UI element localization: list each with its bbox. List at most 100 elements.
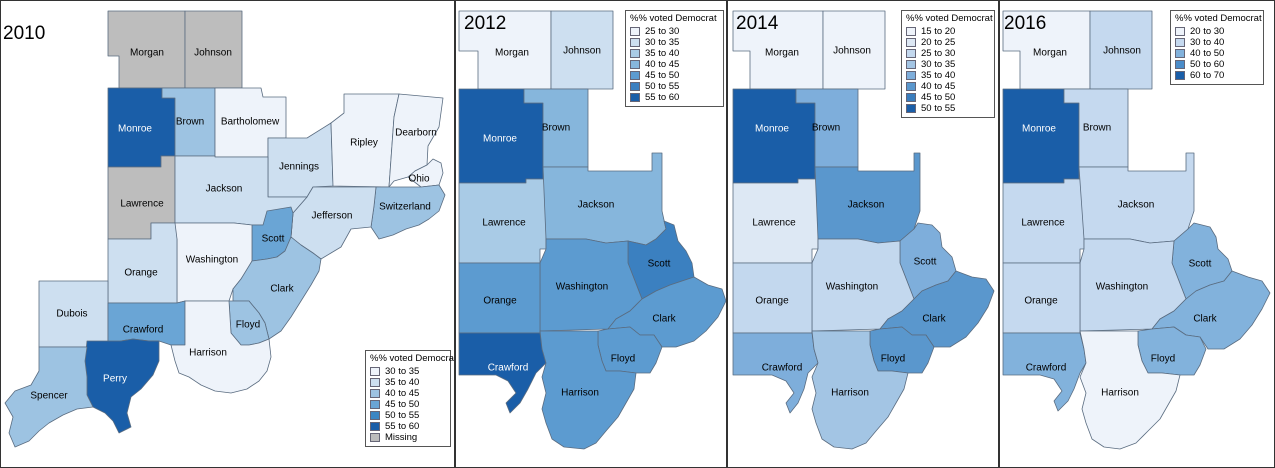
county-label-crawford: Crawford [123, 325, 164, 336]
legend-swatch [370, 400, 380, 409]
county-orange[interactable]: Orange [1002, 262, 1081, 334]
county-dubois[interactable]: Dubois [38, 280, 109, 348]
county-label-jackson: Jackson [848, 200, 885, 211]
county-perry[interactable]: Perry [84, 338, 160, 434]
legend-swatch [906, 93, 916, 102]
legend-item-label: 35 to 40 [385, 377, 420, 388]
county-harrison[interactable]: Harrison [539, 330, 637, 450]
county-label-orange: Orange [124, 268, 158, 279]
legend-2014: %% voted Democrat 15 to 20 20 to 25 25 t… [901, 10, 995, 118]
legend-swatch [370, 411, 380, 420]
county-lawrence[interactable]: Lawrence [732, 178, 819, 264]
county-label-jefferson: Jefferson [312, 211, 353, 222]
county-label-orange: Orange [755, 296, 789, 307]
county-label-clark: Clark [1193, 314, 1217, 325]
legend-item-label: 60 to 70 [1190, 70, 1225, 81]
county-crawford[interactable]: Crawford [1002, 332, 1087, 412]
county-ripley[interactable]: Ripley [330, 93, 400, 188]
county-label-lawrence: Lawrence [1021, 218, 1065, 229]
county-label-monroe: Monroe [118, 124, 152, 135]
county-johnson[interactable]: Johnson [550, 10, 614, 90]
county-jackson[interactable]: Jackson [542, 152, 667, 246]
legend-item: 25 to 30 [630, 26, 719, 37]
legend-item-label: 30 to 35 [921, 59, 956, 70]
county-label-jackson: Jackson [578, 200, 615, 211]
legend-item: 45 to 50 [370, 399, 446, 410]
county-label-clark: Clark [652, 314, 676, 325]
county-crawford[interactable]: Crawford [732, 332, 819, 414]
county-harrison[interactable]: Harrison [1079, 330, 1181, 450]
county-spencer[interactable]: Spencer [4, 346, 94, 448]
county-harrison[interactable]: Harrison [811, 330, 909, 450]
legend-item-label: 45 to 50 [645, 70, 680, 81]
county-monroe[interactable]: Monroe [107, 87, 176, 168]
legend-swatch [630, 93, 640, 102]
county-orange[interactable]: Orange [732, 262, 813, 334]
county-label-floyd: Floyd [1151, 354, 1175, 365]
legend-item-label: 30 to 35 [385, 366, 420, 377]
legend-item-label: 15 to 20 [921, 26, 956, 37]
county-label-morgan: Morgan [495, 48, 529, 59]
county-label-morgan: Morgan [765, 48, 799, 59]
legend-item-label: 45 to 50 [921, 92, 956, 103]
county-label-orange: Orange [483, 296, 517, 307]
county-label-bartholomew: Bartholomew [221, 117, 280, 128]
county-harrison[interactable]: Harrison [170, 300, 272, 394]
legend-title: %% voted Democrat [906, 13, 993, 24]
county-johnson[interactable]: Johnson [184, 10, 243, 89]
legend-swatch [1175, 71, 1185, 80]
legend-item-label: 20 to 30 [1190, 26, 1225, 37]
map-2012: Morgan Johnson Monroe Brown Lawrence Jac… [458, 10, 726, 450]
legend-item: 25 to 30 [906, 48, 990, 59]
legend-item-label: 55 to 60 [385, 421, 420, 432]
county-label-johnson: Johnson [833, 46, 871, 57]
county-label-morgan: Morgan [1033, 48, 1067, 59]
legend-item-label: 50 to 55 [645, 81, 680, 92]
legend-item: 35 to 40 [630, 48, 719, 59]
legend-swatch [370, 422, 380, 431]
county-johnson[interactable]: Johnson [1089, 10, 1153, 90]
legend-item: 40 to 45 [630, 59, 719, 70]
legend-swatch [1175, 49, 1185, 58]
county-crawford[interactable]: Crawford [458, 332, 547, 414]
county-label-morgan: Morgan [130, 48, 164, 59]
county-morgan[interactable]: Morgan [107, 10, 186, 89]
county-label-floyd: Floyd [611, 354, 635, 365]
county-lawrence[interactable]: Lawrence [458, 178, 547, 264]
legend-item-label: 50 to 55 [385, 410, 420, 421]
legend-item: 60 to 70 [1175, 70, 1259, 81]
legend-item: 55 to 60 [370, 421, 446, 432]
county-crawford[interactable]: Crawford [107, 300, 186, 348]
county-switzerland[interactable]: Switzerland [370, 184, 446, 240]
legend-item: 50 to 55 [630, 81, 719, 92]
legend-item-label: 40 to 50 [1190, 48, 1225, 59]
legend-item-label: 30 to 35 [645, 37, 680, 48]
county-label-lawrence: Lawrence [752, 218, 796, 229]
legend-swatch [630, 38, 640, 47]
legend-swatch [1175, 60, 1185, 69]
legend-item-label: 50 to 60 [1190, 59, 1225, 70]
county-label-brown: Brown [176, 117, 204, 128]
county-lawrence[interactable]: Lawrence [1002, 178, 1085, 264]
county-label-harrison: Harrison [1101, 388, 1139, 399]
county-label-dearborn: Dearborn [395, 128, 437, 139]
map-2014: Morgan Johnson Monroe Brown Lawrence Jac… [732, 10, 995, 450]
county-orange[interactable]: Orange [458, 262, 541, 334]
legend-swatch [630, 60, 640, 69]
county-label-spencer: Spencer [30, 391, 68, 402]
county-label-monroe: Monroe [1022, 124, 1056, 135]
county-label-crawford: Crawford [488, 363, 529, 374]
legend-item-label: 25 to 30 [921, 48, 956, 59]
county-label-harrison: Harrison [561, 388, 599, 399]
year-label-2014: 2014 [736, 13, 779, 34]
legend-item-label: 25 to 30 [645, 26, 680, 37]
county-label-harrison: Harrison [189, 348, 227, 359]
county-johnson[interactable]: Johnson [822, 10, 886, 90]
legend-swatch [906, 71, 916, 80]
county-label-monroe: Monroe [483, 134, 517, 145]
legend-swatch [906, 49, 916, 58]
legend-item: 30 to 35 [370, 366, 446, 377]
map-2016: Morgan Johnson Monroe Brown Lawrence Jac… [1002, 10, 1271, 450]
county-label-jennings: Jennings [279, 162, 319, 173]
legend-item: 15 to 20 [906, 26, 990, 37]
